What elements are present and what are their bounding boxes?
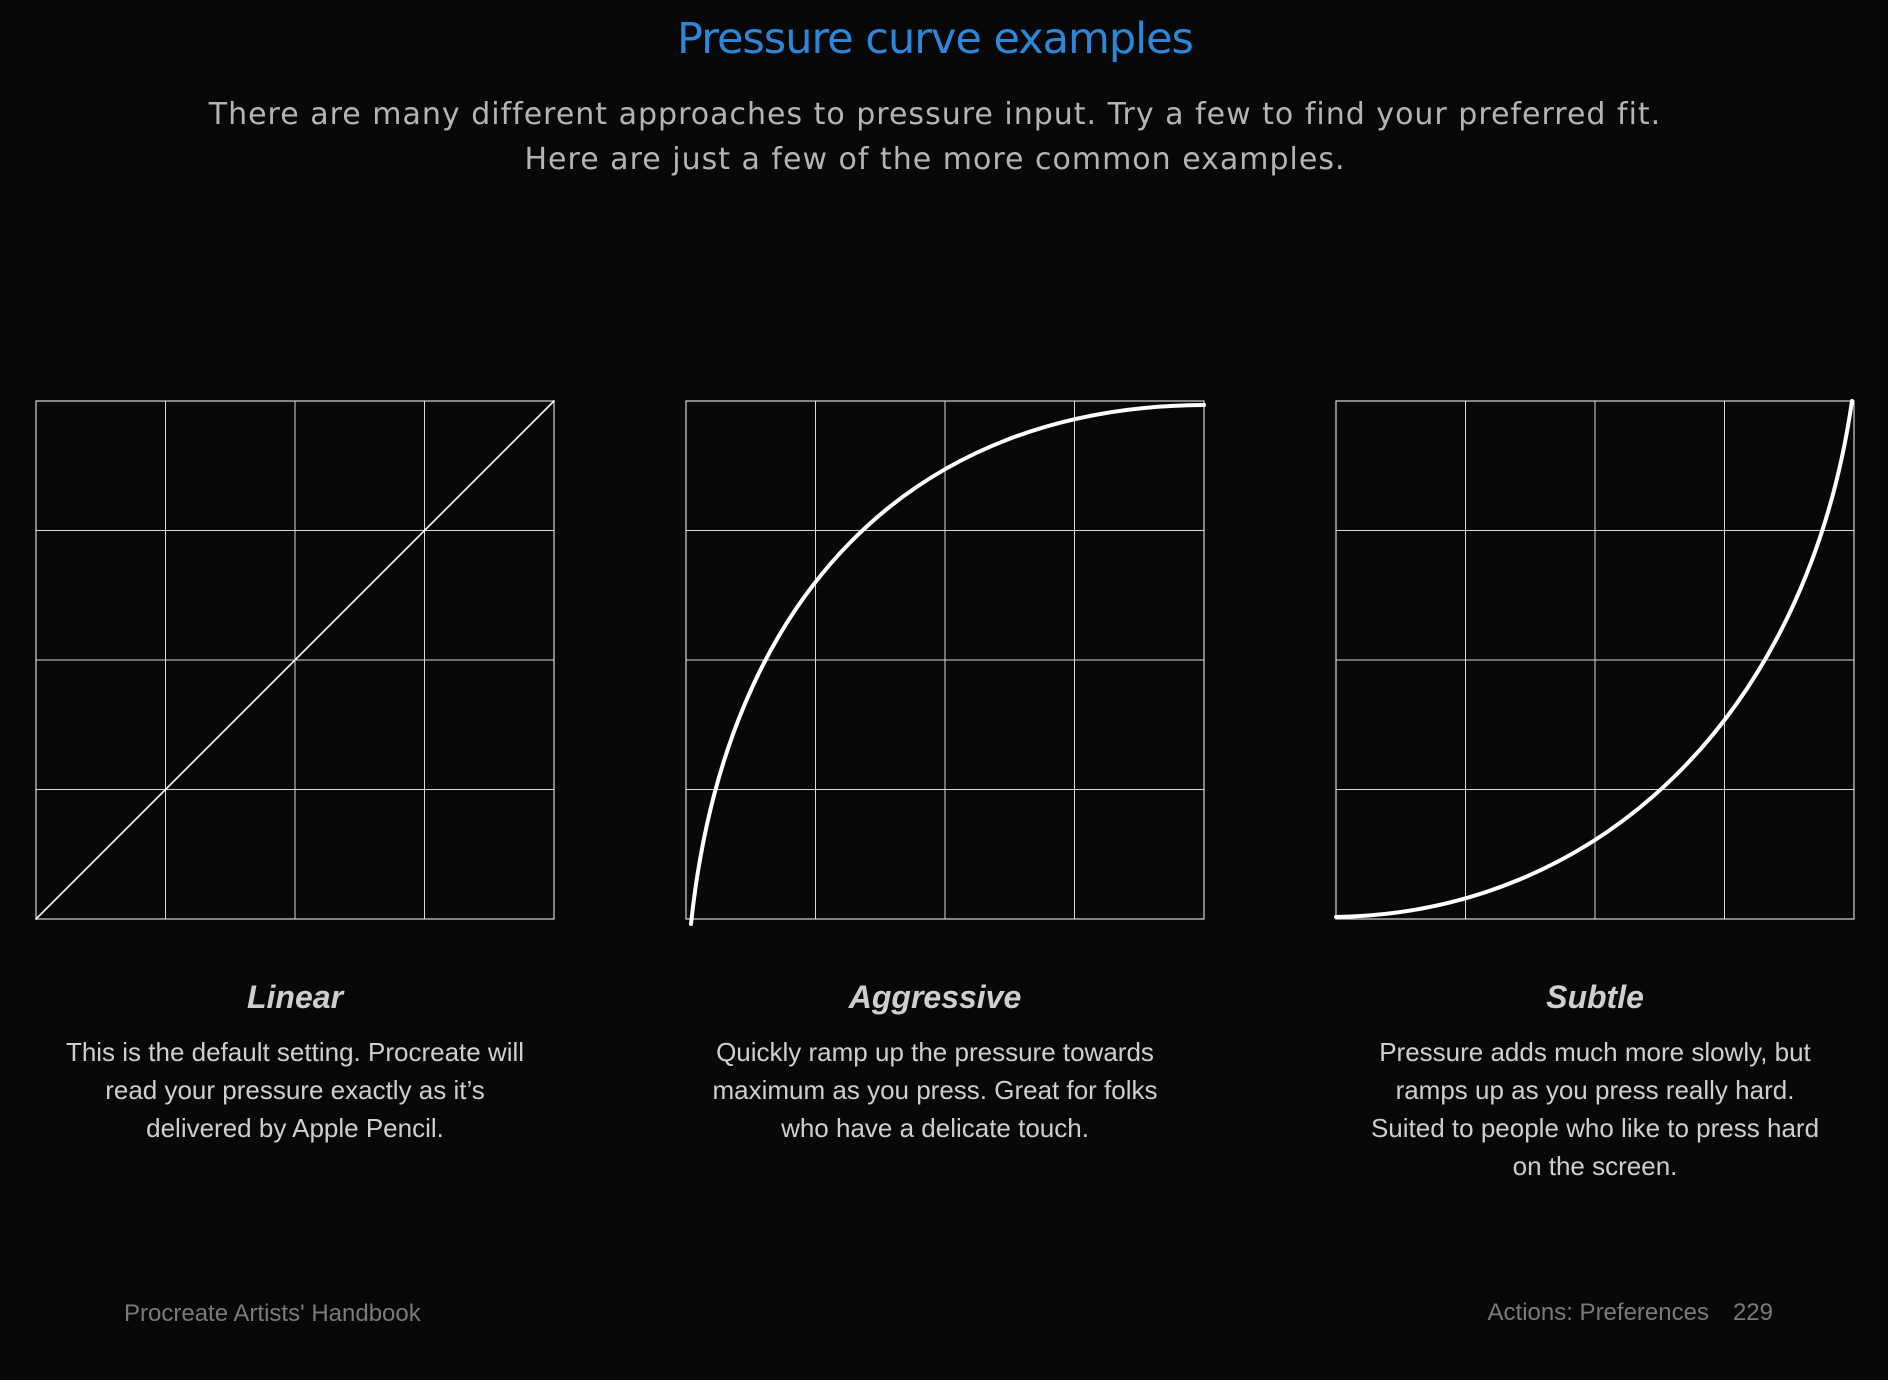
curve-title-subtle: Subtle xyxy=(1546,979,1644,1015)
pressure-curve xyxy=(1334,399,1854,919)
subtle-curve-svg xyxy=(1334,399,1855,920)
curve-title-aggressive: Aggressive xyxy=(848,979,1022,1015)
aggressive-curve-graph xyxy=(685,400,1206,926)
curve-description-linear: This is the default setting. Procreate w… xyxy=(65,1037,525,1143)
linear-curve-svg xyxy=(35,400,555,920)
footer-right: Actions: Preferences 229 xyxy=(1488,1299,1773,1327)
curve-title-linear: Linear xyxy=(246,979,344,1015)
curve-description-aggressive: Quickly ramp up the pressure towards max… xyxy=(712,1037,1158,1143)
grid xyxy=(1335,400,1855,920)
linear-curve-graph xyxy=(35,400,555,920)
page-title: Pressure curve examples xyxy=(677,14,1194,64)
subtle-curve-graph xyxy=(1334,399,1855,920)
intro-paragraph: There are many different approaches to p… xyxy=(208,97,1662,177)
grid xyxy=(35,400,555,920)
grid xyxy=(685,400,1205,920)
pressure-curve xyxy=(689,403,1206,926)
page-number: 229 xyxy=(1732,1299,1773,1326)
pressure-curve xyxy=(35,400,555,920)
aggressive-curve-svg xyxy=(685,400,1206,926)
book-title: Procreate Artists' Handbook xyxy=(124,1300,421,1327)
section-title: Actions: Preferences xyxy=(1487,1299,1709,1326)
curve-description-subtle: Pressure adds much more slowly, but ramp… xyxy=(1370,1037,1820,1181)
